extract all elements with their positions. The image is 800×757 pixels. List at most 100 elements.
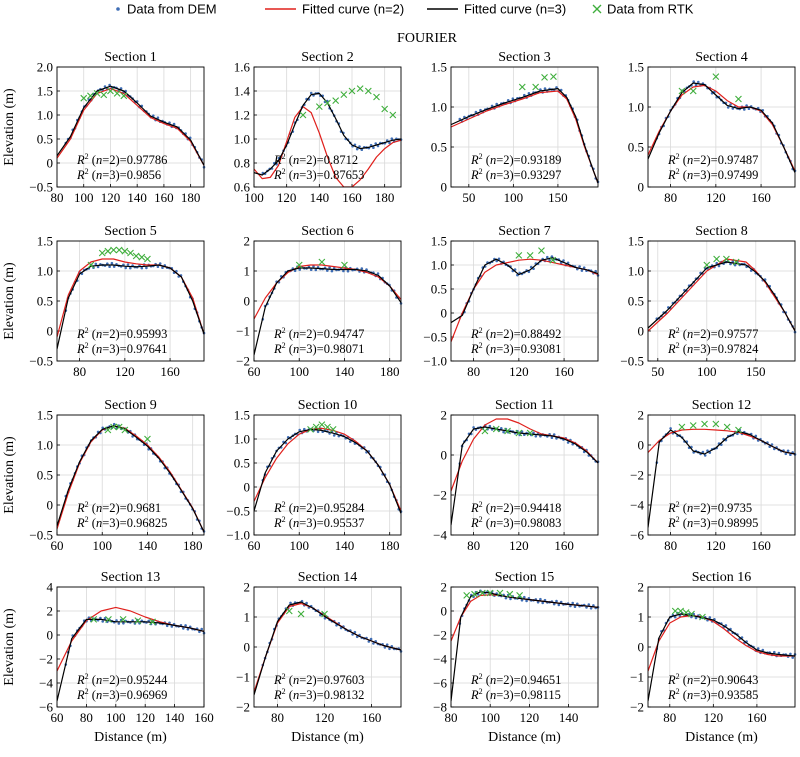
y-tick-label: 1.5 (431, 60, 447, 75)
y-tick-label: 1.0 (431, 100, 447, 115)
dem-point (546, 255, 549, 259)
y-tick-label: −2 (39, 652, 53, 667)
rtk-point (471, 590, 478, 598)
rtk-point (713, 255, 720, 263)
y-tick-label: 0 (47, 498, 54, 513)
y-tick-label: 0.5 (628, 140, 644, 155)
dem-point (126, 263, 130, 266)
dem-point (303, 427, 306, 431)
rtk-point (389, 111, 397, 119)
dem-point (358, 145, 361, 148)
dem-point (472, 426, 475, 429)
rtk-point (104, 247, 112, 255)
plot-frame (56, 240, 205, 362)
y-tick-label: −4 (433, 652, 447, 667)
y-tick-label: −1 (236, 670, 250, 685)
y-tick-label: 1.4 (234, 84, 251, 99)
legend-fit3-label: Fitted curve (n=3) (464, 2, 566, 17)
y-tick-label: −0.5 (29, 354, 53, 369)
y-tick-label: 1.5 (37, 234, 53, 249)
r2-n2-annotation: R2 (n=2)=0.8712 (273, 152, 358, 167)
panel-title: Section 15 (495, 570, 555, 585)
x-tick-label: 160 (751, 190, 771, 205)
fit-curve-n3 (57, 618, 204, 702)
dem-point (305, 601, 308, 605)
x-tick-label: 160 (194, 710, 214, 725)
rtk-point (516, 592, 523, 599)
y-tick-label: 0 (441, 180, 448, 195)
rtk-point (318, 421, 326, 428)
dem-point (186, 627, 190, 631)
rtk-point (110, 246, 117, 254)
fit-curve-n3 (254, 428, 401, 514)
panel-title: Section 1 (104, 50, 157, 65)
dem-point (502, 430, 505, 434)
rtk-point (324, 423, 331, 431)
x-tick-label: 120 (115, 364, 135, 379)
panel-title: Section 10 (298, 398, 358, 413)
dem-point (789, 652, 792, 656)
rtk-point (703, 261, 711, 269)
panel-title: Section 6 (301, 224, 354, 239)
rtk-point (723, 423, 731, 431)
rtk-point (689, 87, 697, 95)
dem-points (64, 616, 206, 666)
x-tick-label: 180 (375, 190, 395, 205)
panel-section-10: Section 10 60 100 140 180 −1.0 −0.5 0 0.5 1.0 1.5 R… (226, 398, 403, 553)
x-tick-label: 100 (697, 364, 717, 379)
x-tick-label: 80 (445, 710, 458, 725)
dem-point (129, 266, 132, 270)
x-tick-label: 140 (138, 538, 158, 553)
r2-n3-annotation: R2 (n=3)=0.95537 (273, 515, 364, 530)
dem-point (706, 449, 709, 453)
y-tick-label: 1 (244, 610, 251, 625)
r2-n3-annotation: R2 (n=3)=0.98115 (470, 687, 561, 702)
r2-n3-annotation: R2 (n=3)=0.98071 (273, 341, 364, 356)
x-tick-label: 100 (480, 710, 500, 725)
dem-point (773, 650, 776, 654)
x-tick-label: 120 (520, 710, 540, 725)
panel-title: Section 2 (301, 50, 354, 65)
plot-frame (450, 66, 599, 188)
dem-point (112, 265, 116, 268)
dem-point (367, 640, 371, 643)
panel-section-16: Section 16 80 120 160 −2 −1 0 1 2 R2 (n=2)=0.9064… (630, 570, 797, 745)
rtk-point (329, 426, 337, 433)
y-tick-label: 0 (638, 438, 645, 453)
r2-n2-annotation: R2 (n=2)=0.97577 (667, 326, 758, 341)
dem-point (103, 617, 107, 620)
y-tick-label: 1.5 (234, 408, 250, 423)
x-tick-label: 100 (504, 190, 524, 205)
fit-curve-n3 (57, 85, 204, 166)
panel-section-4: Section 4 80 120 160 0 0.5 1.0 1.5 R2 (n=2)=0.97… (628, 50, 797, 205)
y-tick-label: −0.5 (29, 180, 53, 195)
y-tick-label: 1.0 (234, 132, 250, 147)
rtk-point (332, 97, 340, 104)
dem-point (346, 269, 350, 273)
rtk-point (712, 420, 720, 428)
dem-point (585, 606, 588, 609)
dem-point (112, 422, 116, 426)
dem-point (388, 141, 391, 145)
r2-n2-annotation: R2 (n=2)=0.95244 (76, 672, 168, 687)
y-tick-label: 0 (47, 156, 54, 171)
y-tick-label: −2 (630, 700, 644, 715)
dem-point (374, 142, 378, 145)
dem-point (756, 647, 760, 650)
method-title: FOURIER (397, 31, 458, 46)
rtk-point (324, 99, 331, 107)
dem-points (261, 599, 403, 667)
x-tick-label: 80 (73, 364, 86, 379)
y-tick-label: −6 (39, 700, 53, 715)
rtk-point (506, 590, 514, 598)
rtk-point (299, 111, 307, 119)
dem-point (479, 108, 482, 112)
dem-point (745, 104, 748, 107)
x-tick-label: 80 (467, 538, 480, 553)
dem-point (562, 259, 565, 262)
dem-point (523, 595, 526, 599)
dem-point (555, 599, 558, 603)
y-tick-label: 1.0 (37, 438, 53, 453)
dem-point (383, 646, 387, 649)
rtk-point (504, 427, 511, 435)
